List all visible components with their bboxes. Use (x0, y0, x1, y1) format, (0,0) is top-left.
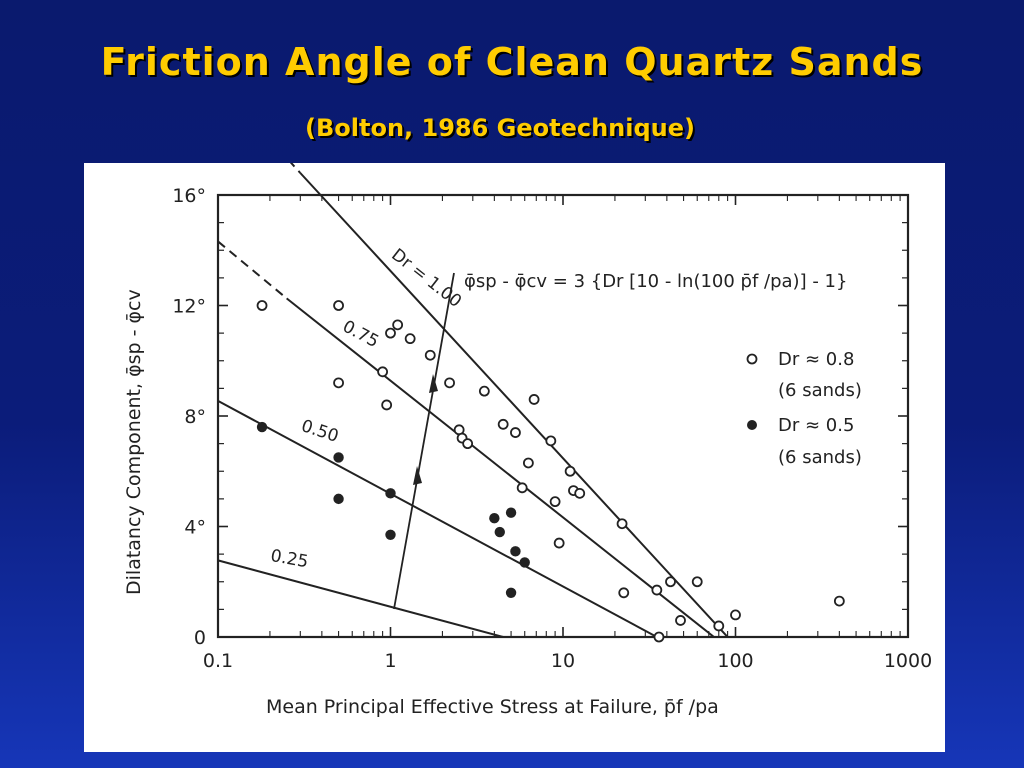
theory-line (289, 163, 302, 174)
data-point-filled (505, 507, 517, 518)
data-point-open (497, 418, 509, 430)
data-point-open (333, 377, 344, 389)
legend-label-open: Dr ≈ 0.8 (778, 349, 854, 370)
x-tick-label: 100 (717, 650, 753, 672)
equation-callout: φ̄sp - φ̄cv = 3 {Dr [10 - ln(100 p̄f /pa… (393, 271, 847, 610)
data-point-open (616, 518, 628, 530)
data-point-open (833, 595, 845, 607)
data-point-open (385, 327, 396, 339)
data-point-filled (494, 526, 505, 538)
theory-line (286, 297, 715, 638)
y-tick-label: 0 (194, 627, 206, 649)
legend-sublabel-filled: (6 sands) (778, 447, 862, 468)
data-point-filled (385, 529, 396, 540)
data-point-open (713, 620, 725, 632)
line-label: 0.50 (299, 416, 341, 447)
data-point-open (574, 487, 586, 499)
legend-marker-open (746, 353, 758, 365)
data-point-open (651, 584, 663, 596)
data-point-filled (333, 452, 344, 463)
y-axis-label: Dilatancy Component, φ̄sp - φ̄cv (123, 289, 145, 595)
x-tick-label: 1 (384, 650, 396, 672)
x-tick-label: 10 (551, 650, 575, 672)
data-point-open (516, 482, 528, 494)
theory-line (217, 559, 504, 638)
data-point-open (528, 394, 540, 405)
y-tick-label: 4° (184, 517, 206, 539)
theory-line (217, 400, 658, 638)
y-tick-label: 16° (172, 185, 206, 207)
legend-marker-filled (747, 420, 757, 430)
equation-text: φ̄sp - φ̄cv = 3 {Dr [10 - ln(100 p̄f /pa… (464, 271, 847, 292)
data-point-filled (333, 493, 344, 505)
slide-title: Friction Angle of Clean Quartz Sands (100, 40, 924, 84)
legend-sublabel-open: (6 sands) (778, 380, 862, 401)
figure-panel: 0 4° 8° 12° 16° 0.1 1 10 100 1000 Dr = 1.00 0.75 0.… (84, 163, 945, 752)
data-point-open (564, 465, 576, 477)
data-point-filled (489, 513, 500, 524)
data-point-open (691, 576, 703, 588)
data-point-filled (385, 488, 396, 499)
y-tick-label: 8° (184, 406, 206, 428)
data-point-open (424, 349, 436, 361)
theory-line (299, 172, 729, 638)
data-point-open (522, 457, 534, 469)
data-point-open (392, 319, 404, 331)
data-point-open (618, 587, 630, 599)
data-point-open (444, 377, 455, 389)
equation-arrow (393, 272, 455, 610)
data-point-open (478, 385, 490, 397)
theory-line (217, 240, 288, 300)
data-point-filled (510, 546, 521, 557)
line-label: 0.25 (269, 546, 310, 572)
legend: Dr ≈ 0.8 (6 sands) Dr ≈ 0.5 (6 sands) (746, 349, 862, 468)
data-point-filled (505, 587, 517, 598)
data-point-open (549, 496, 561, 508)
data-point-filled (256, 421, 268, 433)
data-point-open (462, 438, 474, 450)
equation-arrowhead-1 (429, 374, 438, 393)
x-axis-label: Mean Principal Effective Stress at Failu… (266, 696, 719, 718)
data-point-filled (519, 557, 530, 568)
data-point-open (653, 631, 665, 643)
equation-arrowhead-2 (413, 466, 422, 485)
line-label: 0.75 (339, 317, 382, 352)
slide-subtitle: (Bolton, 1986 Geotechnique) (305, 114, 695, 142)
data-point-open (256, 300, 268, 311)
data-point-open (545, 435, 557, 447)
data-point-open (377, 366, 389, 378)
data-point-open (730, 609, 741, 621)
legend-label-filled: Dr ≈ 0.5 (778, 415, 854, 436)
data-point-open (404, 333, 416, 345)
data-point-open (553, 537, 565, 549)
y-tick-label: 12° (172, 296, 206, 318)
chart-svg: 04°8°12°16°0.1 1 10 100 1000 Dr = 1.000.750.… (123, 163, 932, 718)
x-tick-label: 1000 (884, 650, 932, 672)
data-point-open (510, 427, 521, 438)
data-point-open (333, 300, 344, 311)
data-point-open (675, 615, 686, 626)
x-tick-label: 0.1 (203, 650, 233, 672)
data-point-open (381, 399, 393, 411)
data-point-open (665, 576, 676, 588)
